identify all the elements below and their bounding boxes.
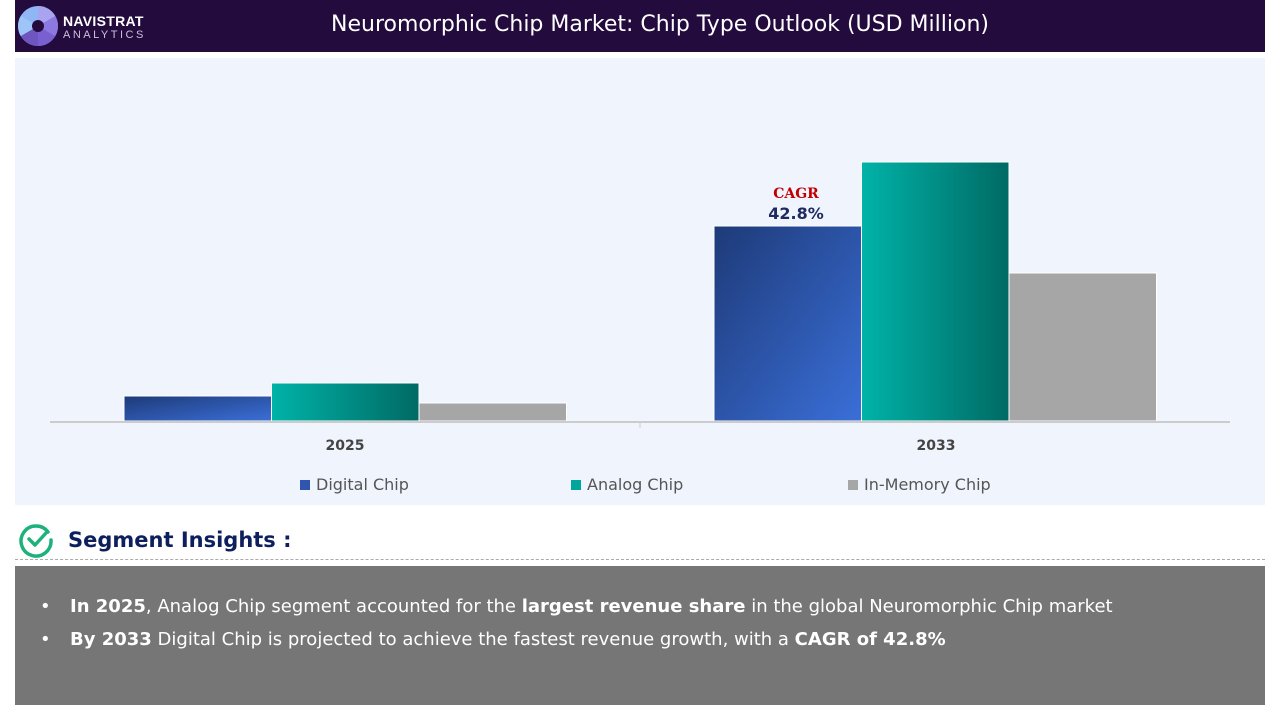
chart-canvas <box>50 161 1230 428</box>
logo-subtitle: ANALYTICS <box>63 29 146 41</box>
insight-bullet-2: • By 2033 Digital Chip is projected to ac… <box>40 629 946 650</box>
logo: NAVISTRAT ANALYTICS <box>17 5 167 49</box>
insights-box: • In 2025, Analog Chip segment accounted … <box>15 566 1265 705</box>
legend-item-in-memory-chip: In-Memory Chip <box>848 475 991 494</box>
bar-digital-chip-2033 <box>713 225 862 422</box>
insight-fragment: , Analog Chip segment accounted for the <box>145 596 522 617</box>
legend-item-analog-chip: Analog Chip <box>571 475 683 494</box>
insight-text: By 2033 Digital Chip is projected to ach… <box>70 629 946 650</box>
insight-text: In 2025, Analog Chip segment accounted f… <box>70 596 1113 617</box>
insight-bullet-1: • In 2025, Analog Chip segment accounted … <box>40 596 1113 617</box>
bar-in-memory-chip-2033 <box>1008 272 1157 422</box>
cagr-annotation-label: CAGR <box>773 186 819 202</box>
legend-label: Analog Chip <box>587 475 684 494</box>
x-tick-label-2025: 2025 <box>325 438 365 454</box>
insights-header: Segment Insights : <box>18 522 292 558</box>
bar-in-memory-chip-2025 <box>418 402 567 422</box>
check-circle-icon <box>19 524 53 558</box>
legend: Digital Chip Analog Chip In-Memory Chip <box>15 475 1265 495</box>
legend-swatch <box>848 479 858 490</box>
page-title: Neuromorphic Chip Market: Chip Type Outl… <box>331 12 989 37</box>
insight-fragment: Digital Chip is projected to achieve the… <box>151 629 795 650</box>
bar-digital-chip-2025 <box>123 395 272 422</box>
legend-label: In-Memory Chip <box>864 475 991 494</box>
legend-label: Digital Chip <box>316 475 409 494</box>
legend-swatch <box>300 479 310 490</box>
legend-swatch <box>571 479 581 490</box>
divider <box>15 559 1265 560</box>
logo-name: NAVISTRAT <box>63 13 144 29</box>
insight-emphasis: In 2025 <box>70 596 146 617</box>
insights-title: Segment Insights : <box>68 528 292 552</box>
insight-emphasis: CAGR of 42.8% <box>794 629 946 650</box>
header-bar: NAVISTRAT ANALYTICS Neuromorphic Chip Ma… <box>15 0 1265 52</box>
cagr-annotation-value: 42.8% <box>768 204 824 223</box>
legend-item-digital-chip: Digital Chip <box>300 475 409 494</box>
insight-emphasis: largest revenue share <box>521 596 746 617</box>
insight-emphasis: By 2033 <box>70 629 152 650</box>
x-tick-label-2033: 2033 <box>916 438 956 454</box>
insight-fragment: in the global Neuromorphic Chip market <box>745 596 1113 617</box>
bar-analog-chip-2033 <box>861 161 1010 422</box>
bar-chart: CAGR 42.8% 2025 2033 Digital Chip Analog… <box>15 58 1265 505</box>
bar-analog-chip-2025 <box>271 382 420 422</box>
logo-hexagon-icon <box>18 6 58 46</box>
